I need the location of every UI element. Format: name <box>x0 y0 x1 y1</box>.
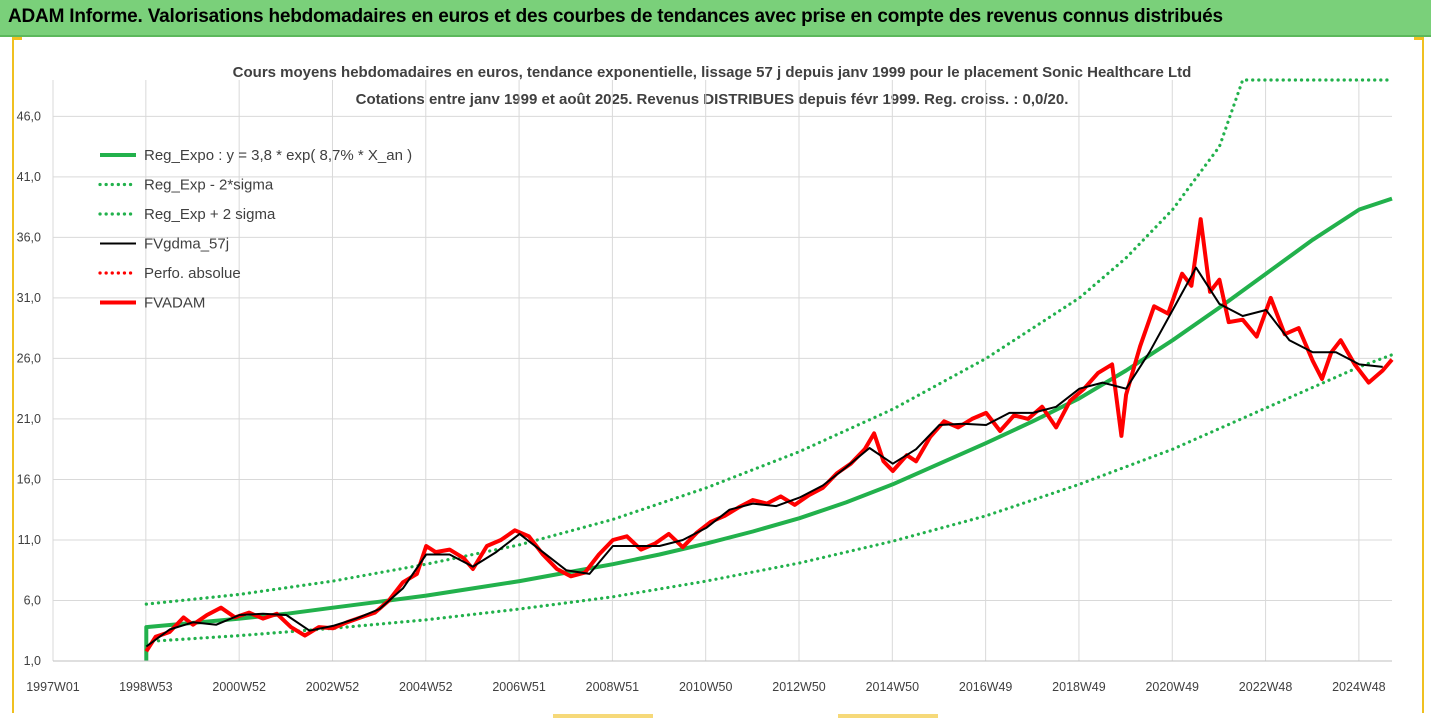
x-tick-label: 2008W51 <box>586 680 640 694</box>
frame-corner-right <box>1414 37 1424 40</box>
y-tick-label: 41,0 <box>17 170 41 184</box>
x-tick-label: 2016W49 <box>959 680 1013 694</box>
legend-label-5: FVADAM <box>144 295 205 312</box>
y-tick-label: 6,0 <box>24 593 41 607</box>
x-tick-label: 2002W52 <box>306 680 360 694</box>
frame-bottom-mark-1 <box>553 714 653 718</box>
chart-title-line-1: Cours moyens hebdomadaires en euros, ten… <box>233 64 1192 81</box>
legend-label-0: Reg_Expo : y = 3,8 * exp( 8,7% * X_an ) <box>144 147 412 164</box>
y-tick-label: 1,0 <box>24 654 41 668</box>
y-tick-label: 46,0 <box>17 109 41 123</box>
x-tick-label: 2010W50 <box>679 680 733 694</box>
page-title: ADAM Informe. Valorisations hebdomadaire… <box>8 6 1223 27</box>
x-tick-label: 2000W52 <box>212 680 266 694</box>
y-tick-label: 36,0 <box>17 230 41 244</box>
y-tick-label: 16,0 <box>17 472 41 486</box>
x-tick-label: 2004W52 <box>399 680 453 694</box>
chart-title-line-2: Cotations entre janv 1999 et août 2025. … <box>356 91 1069 108</box>
series-line-0 <box>144 196 1393 661</box>
x-tick-label: 2012W50 <box>772 680 826 694</box>
x-tick-label: 2014W50 <box>866 680 920 694</box>
frame-corner-left <box>12 37 22 40</box>
y-tick-label: 31,0 <box>17 291 41 305</box>
chart-grid <box>52 80 1392 662</box>
chart-legend: Reg_Expo : y = 3,8 * exp( 8,7% * X_an ) R… <box>98 147 412 312</box>
chart-frame <box>12 37 1424 713</box>
legend-label-3: FVgdma_57j <box>144 236 229 253</box>
x-tick-label: 2024W48 <box>1332 680 1386 694</box>
page-header: ADAM Informe. Valorisations hebdomadaire… <box>0 0 1431 37</box>
y-tick-label: 26,0 <box>17 351 41 365</box>
x-tick-label: 1997W01 <box>26 680 80 694</box>
legend-label-2: Reg_Exp + 2 sigma <box>144 206 276 223</box>
series-line-3 <box>145 266 1383 648</box>
y-tick-label: 11,0 <box>18 533 41 547</box>
legend-label-4: Perfo. absolue <box>144 265 241 282</box>
series-line-1 <box>144 353 1394 644</box>
legend-label-1: Reg_Exp - 2*sigma <box>144 177 274 194</box>
x-tick-label: 2020W49 <box>1145 680 1199 694</box>
series-line-2 <box>144 78 1394 606</box>
x-tick-label: 2022W48 <box>1239 680 1293 694</box>
x-tick-label: 2006W51 <box>492 680 546 694</box>
frame-bottom-mark-2 <box>838 714 938 718</box>
y-tick-label: 21,0 <box>17 412 41 426</box>
chart-axes: 1,0 6,0 11,0 16,0 21,0 26,0 31,0 36,0 41,0 46,0 19… <box>17 109 1392 694</box>
x-tick-label: 2018W49 <box>1052 680 1106 694</box>
x-tick-label: 1998W53 <box>119 680 173 694</box>
chart-series <box>144 78 1394 661</box>
